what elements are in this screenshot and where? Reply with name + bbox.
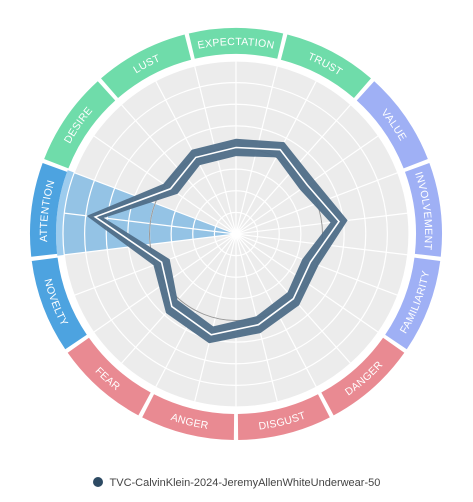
series-line: [93, 146, 341, 336]
category-segment-danger: [321, 337, 405, 416]
category-segment-involvement: [404, 162, 442, 257]
highlight-wedge: [56, 170, 237, 256]
category-segment-lust: [101, 34, 192, 99]
category-segment-disgust: [237, 394, 330, 440]
series-band: [86, 138, 348, 344]
category-segment-attention: [30, 162, 68, 257]
category-segment-fear: [67, 337, 151, 416]
category-segment-desire: [44, 81, 116, 169]
legend-label: TVC-CalvinKlein-2024-JeremyAllenWhiteUnd…: [109, 477, 381, 489]
category-segment-value: [356, 81, 428, 169]
category-label-expectation: EXPECTATION: [197, 36, 276, 52]
category-segment-novelty: [31, 257, 87, 350]
legend: TVC-CalvinKlein-2024-JeremyAllenWhiteUnd…: [0, 477, 473, 489]
radar-chart: EXPECTATIONTRUSTVALUEINVOLVEMENTFAMILIAR…: [30, 28, 442, 440]
legend-marker: [92, 477, 103, 487]
category-segment-trust: [280, 34, 371, 99]
category-segment-expectation: [188, 28, 284, 59]
category-segment-familiarity: [385, 257, 441, 350]
category-segment-anger: [142, 394, 235, 440]
